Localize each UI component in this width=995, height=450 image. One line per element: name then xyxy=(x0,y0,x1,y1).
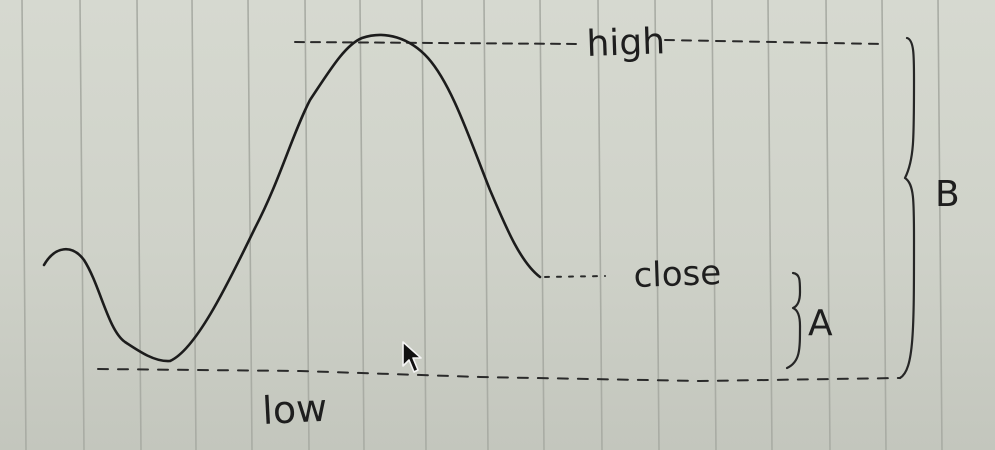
ruled-line xyxy=(359,0,365,450)
ruled-line xyxy=(597,0,603,450)
low-label: low xyxy=(261,386,328,433)
ruled-line xyxy=(191,0,197,450)
brace-b xyxy=(898,36,916,380)
ruled-line xyxy=(21,0,27,450)
ruled-line xyxy=(825,0,831,450)
ruled-line xyxy=(711,0,717,450)
ruled-line xyxy=(881,0,887,450)
ruled-lines xyxy=(21,0,943,450)
ruled-line xyxy=(767,0,773,450)
high-label: high xyxy=(586,21,666,65)
ruled-line xyxy=(421,0,427,450)
ruled-line xyxy=(79,0,85,450)
low-level-dashed-line xyxy=(97,368,901,383)
ruled-line xyxy=(136,0,142,450)
mouse-pointer-icon xyxy=(402,341,422,373)
brace-a xyxy=(785,271,802,370)
brace-a-label: A xyxy=(808,303,833,344)
brace-b-label: B xyxy=(935,174,960,215)
ruled-line xyxy=(483,0,489,450)
ruled-line xyxy=(937,0,943,450)
ruled-line xyxy=(539,0,545,450)
high-level-dashed-line xyxy=(294,41,581,45)
ruled-line xyxy=(654,0,660,450)
high-level-dashed-line-right xyxy=(664,39,883,45)
price-curve xyxy=(42,33,542,363)
close-label: close xyxy=(633,253,722,296)
ruled-line xyxy=(304,0,310,450)
ruled-line xyxy=(247,0,253,450)
close-level-dashed-line xyxy=(544,275,606,278)
